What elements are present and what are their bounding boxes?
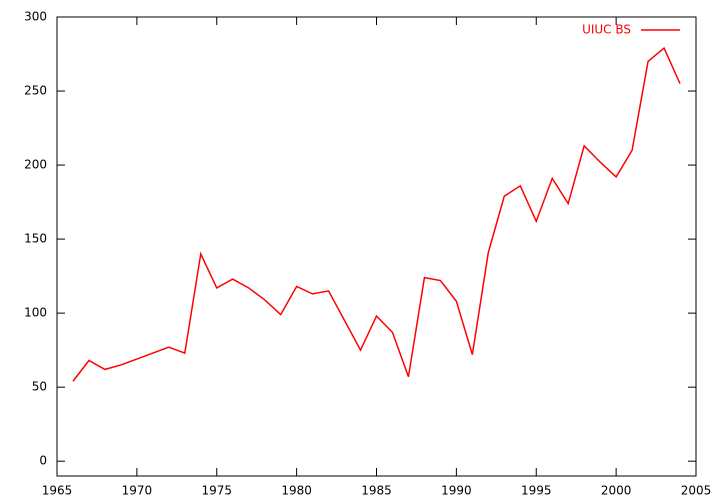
- x-tick-label: 1990: [441, 484, 472, 498]
- x-tick-label: 1995: [521, 484, 552, 498]
- y-tick-label: 250: [24, 84, 47, 98]
- x-tick-label: 2005: [681, 484, 712, 498]
- x-tick-label: 2000: [601, 484, 632, 498]
- y-tick-label: 0: [39, 454, 47, 468]
- legend-label: UIUC BS: [582, 23, 631, 37]
- y-tick-label: 200: [24, 158, 47, 172]
- y-tick-label: 50: [32, 380, 47, 394]
- x-tick-label: 1965: [42, 484, 73, 498]
- data-line: [72, 46, 681, 382]
- plot-frame: [56, 16, 697, 477]
- x-tick-label: 1975: [201, 484, 232, 498]
- x-tick-label: 1970: [122, 484, 153, 498]
- x-tick-label: 1980: [281, 484, 312, 498]
- y-tick-label: 150: [24, 232, 47, 246]
- y-tick-label: 300: [24, 10, 47, 24]
- x-tick-label: 1985: [361, 484, 392, 498]
- y-tick-label: 100: [24, 306, 47, 320]
